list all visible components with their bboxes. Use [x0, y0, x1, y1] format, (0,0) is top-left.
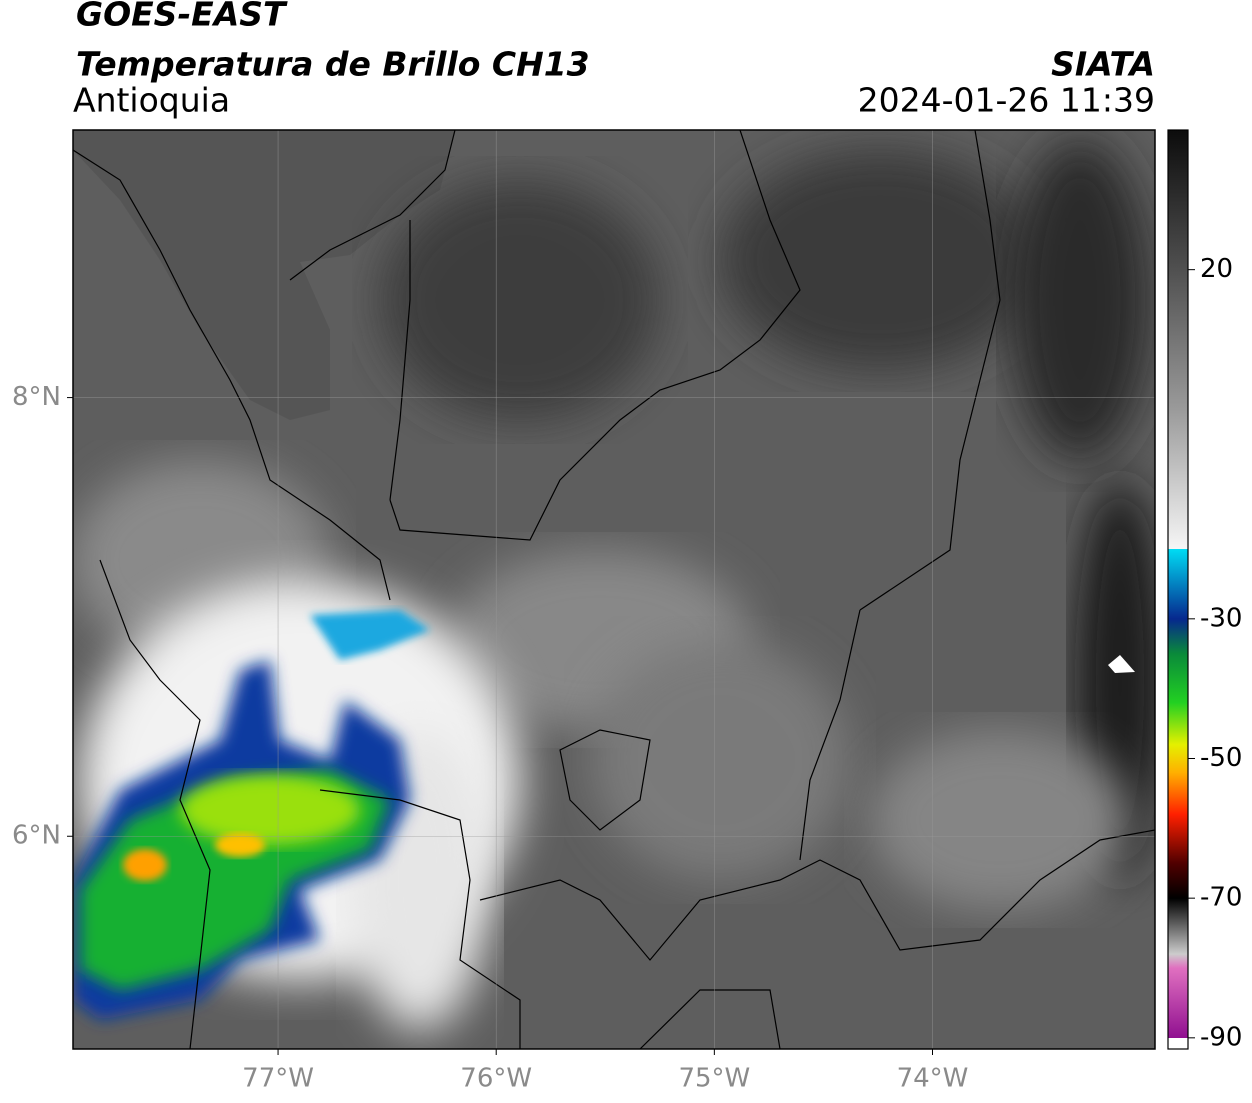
colorbar: [1167, 129, 1189, 1050]
satellite-image: [73, 130, 1155, 1049]
x-tick-label: 77°W: [242, 1064, 314, 1094]
datetime: 2024-01-26 11:39: [858, 81, 1155, 120]
subtitle: Temperatura de Brillo CH13: [76, 45, 590, 84]
y-tick-label: 8°N: [12, 382, 61, 412]
colorbar-tick-label: -70: [1200, 883, 1242, 913]
colorbar-tick-label: -50: [1200, 743, 1242, 773]
colorbar-tick-label: 20: [1200, 254, 1233, 284]
x-tick-label: 74°W: [897, 1064, 969, 1094]
title: GOES-EAST: [76, 0, 288, 34]
region: Antioquia: [73, 81, 230, 120]
x-tick-label: 76°W: [460, 1064, 532, 1094]
graticule: [73, 130, 1155, 1049]
colorbar-tick-label: -90: [1200, 1022, 1242, 1052]
map-frame: [72, 129, 1156, 1050]
colorbar-tick-label: -30: [1200, 603, 1242, 633]
y-tick-label: 6°N: [12, 821, 61, 851]
x-tick-label: 75°W: [678, 1064, 750, 1094]
source: SIATA: [1051, 45, 1155, 84]
